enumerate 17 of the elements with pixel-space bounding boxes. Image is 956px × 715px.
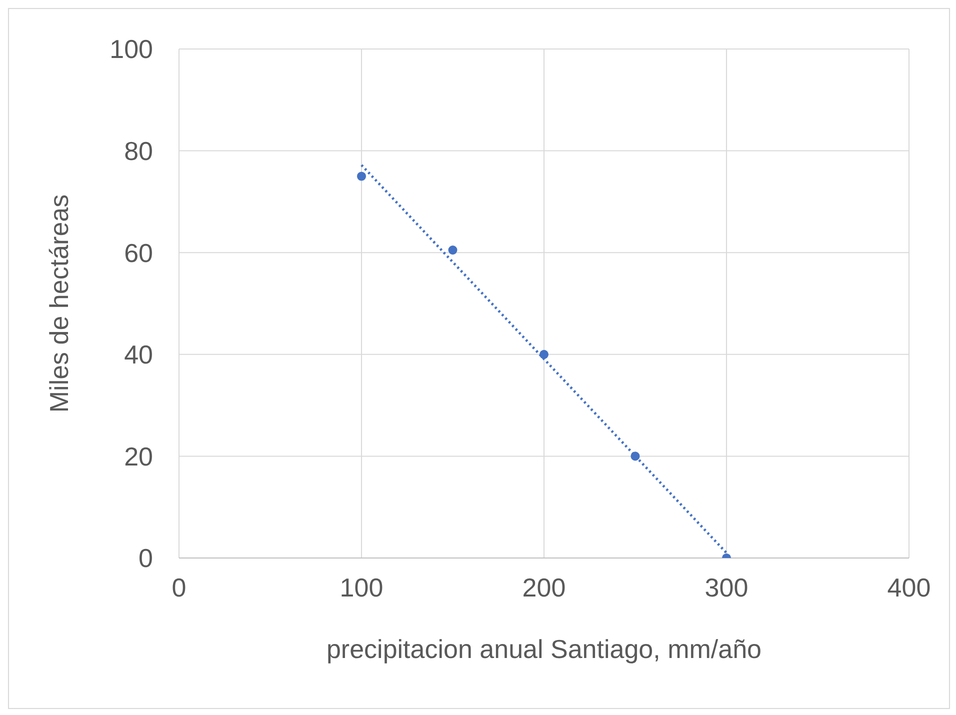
x-tick-label: 400 [887,572,931,602]
y-tick-label: 40 [124,340,153,370]
x-tick-label: 0 [172,572,186,602]
y-axis-title: Miles de hectáreas [44,194,74,413]
y-tick-label: 60 [124,238,153,268]
y-tick-label: 80 [124,136,153,166]
x-tick-label: 100 [340,572,384,602]
point [539,350,549,359]
point [356,172,366,181]
x-tick-label: 200 [522,572,566,602]
y-tick-label: 20 [124,441,153,472]
y-tick-label: 100 [110,34,153,64]
y-tick-label: 0 [138,543,153,574]
point [630,452,640,461]
x-axis-title: precipitacion anual Santiago, mm/año [326,634,762,664]
point [448,246,458,255]
x-tick-label: 300 [704,572,748,602]
